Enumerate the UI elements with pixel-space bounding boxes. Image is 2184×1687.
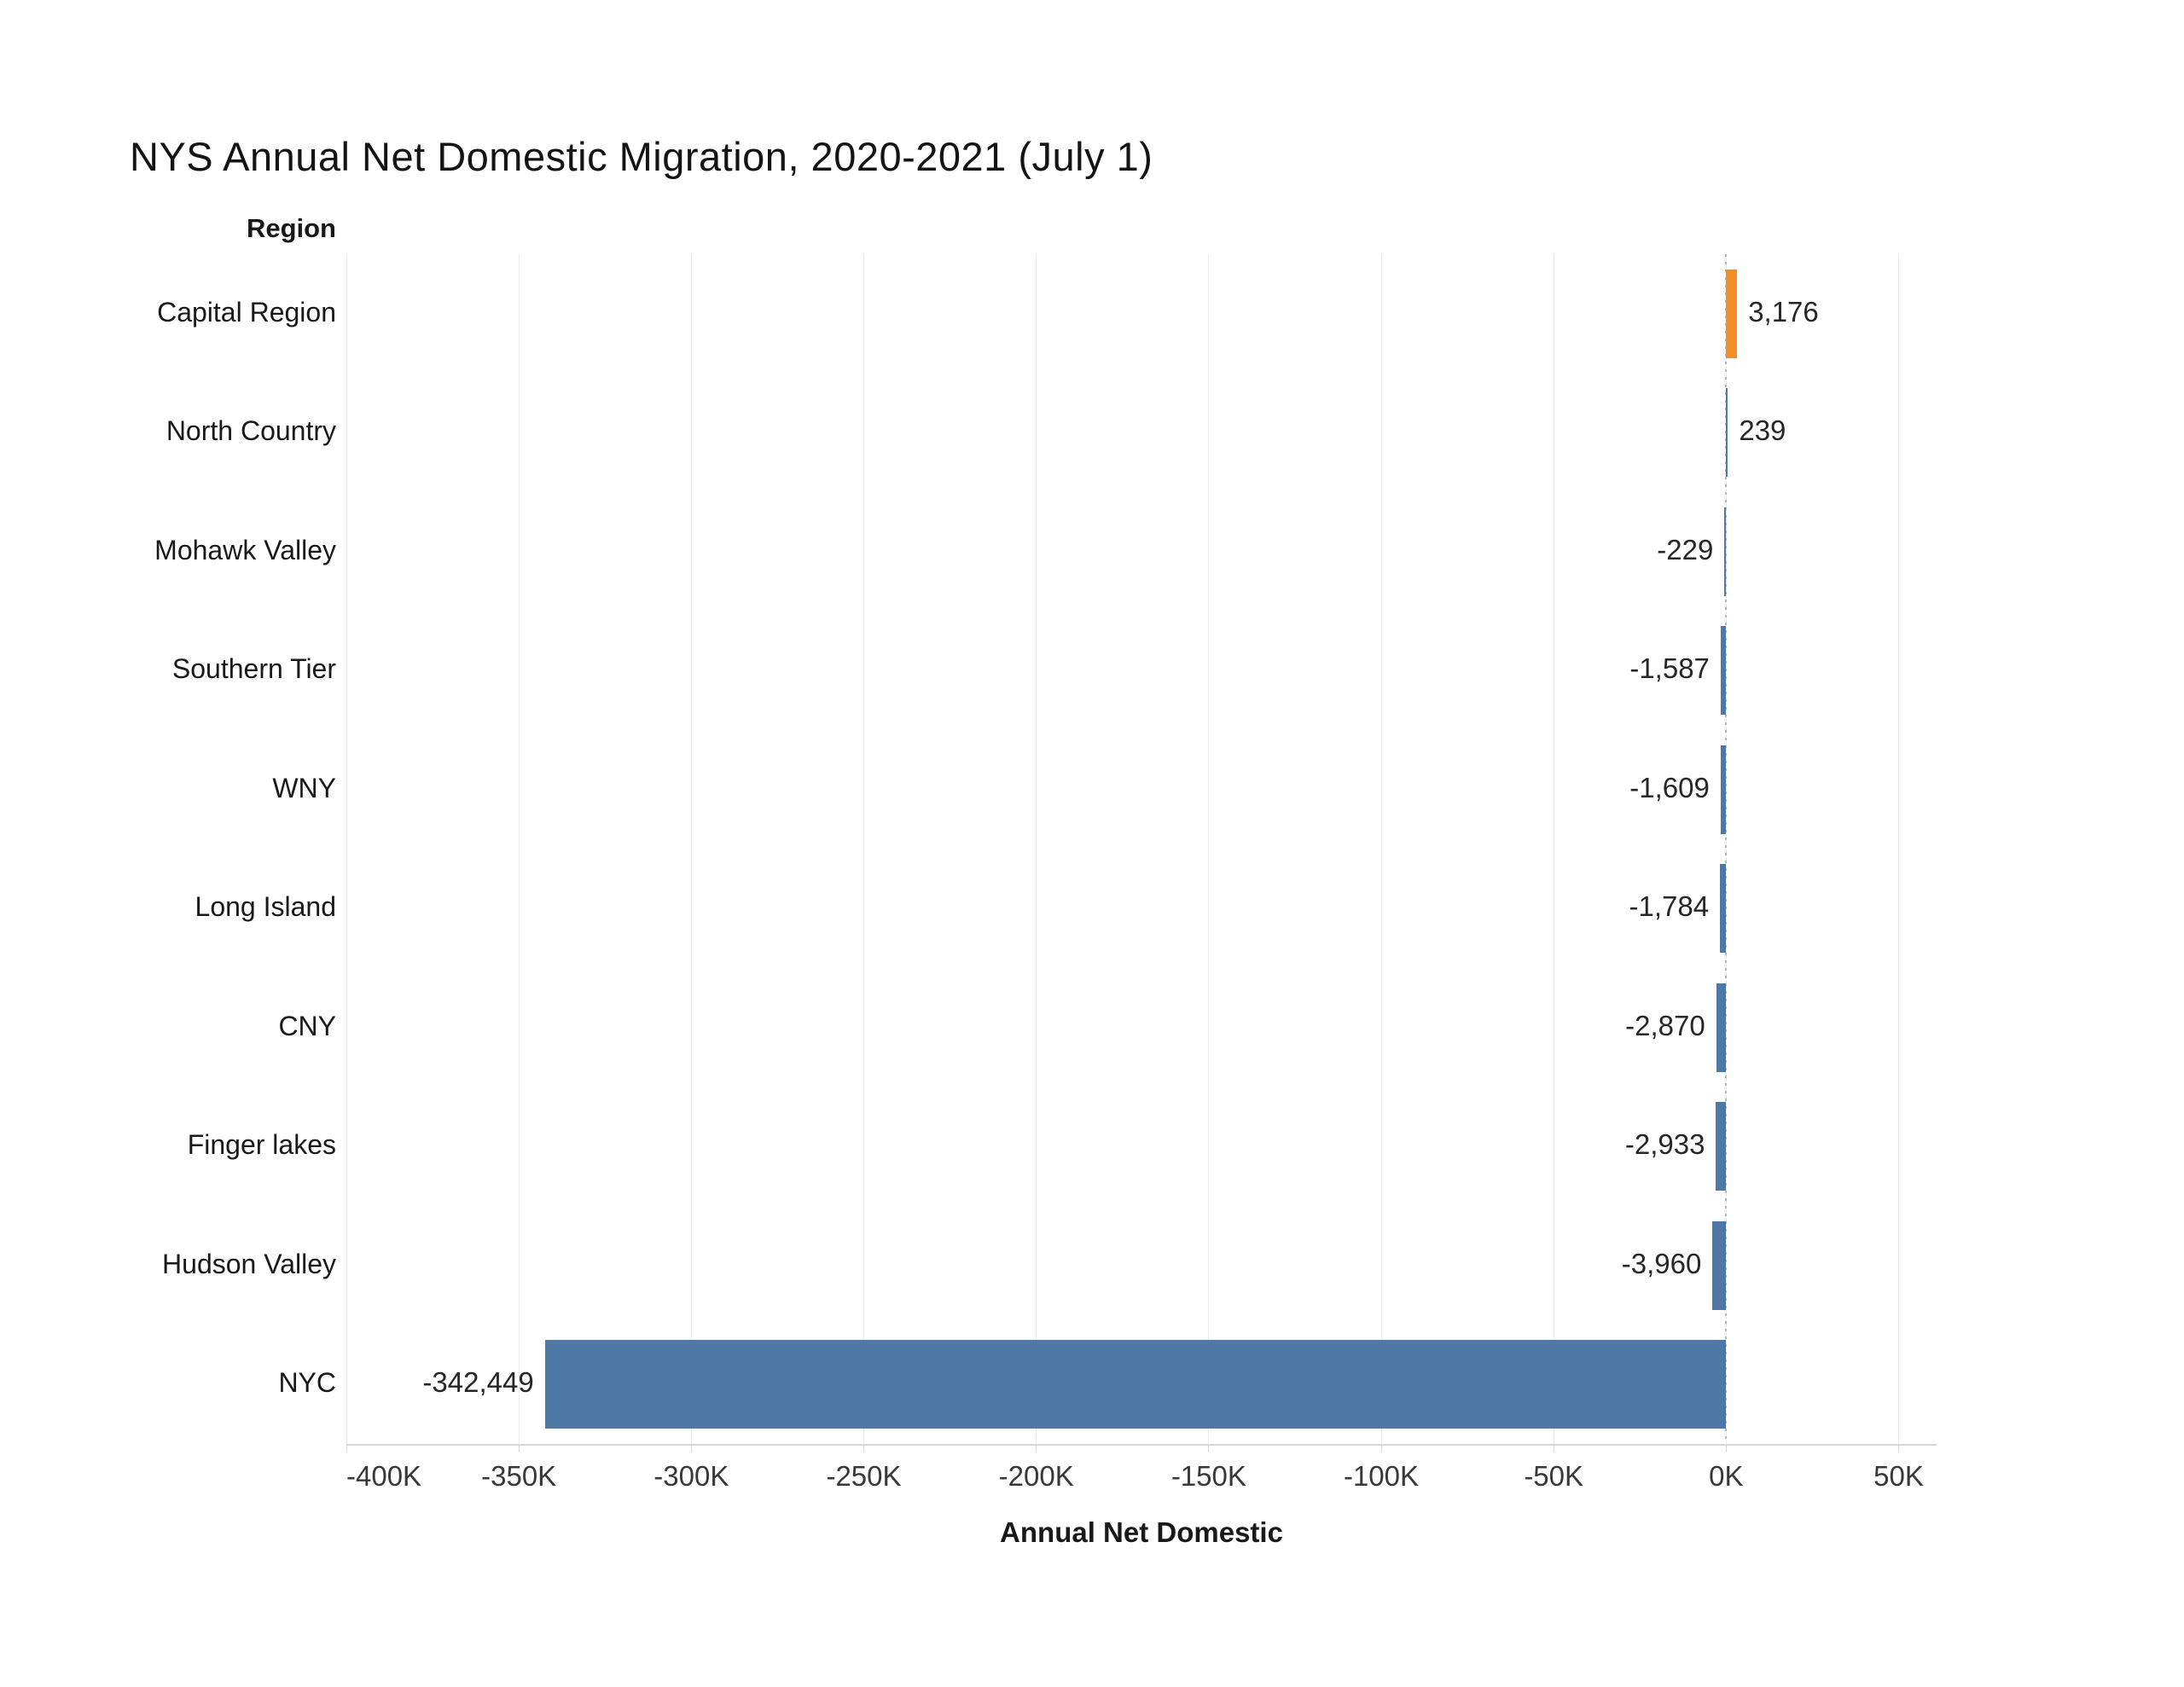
bar[interactable] bbox=[1720, 626, 1727, 716]
x-tick-label: -100K bbox=[1343, 1460, 1420, 1492]
region-label: WNY bbox=[272, 772, 336, 803]
x-tickmark bbox=[863, 1446, 864, 1452]
bar[interactable] bbox=[1716, 1102, 1727, 1191]
region-label: North Country bbox=[166, 415, 336, 447]
x-gridline bbox=[346, 254, 347, 1444]
bar[interactable] bbox=[1720, 864, 1727, 954]
x-tick-label: 50K bbox=[1873, 1460, 1924, 1492]
x-tickmark bbox=[1036, 1446, 1037, 1452]
value-label: 239 bbox=[1739, 415, 1786, 447]
region-label: Long Island bbox=[195, 891, 336, 923]
x-tick-label: -50K bbox=[1524, 1460, 1584, 1492]
region-label: Capital Region bbox=[157, 296, 336, 328]
bar[interactable] bbox=[1720, 745, 1727, 834]
x-gridline bbox=[690, 254, 692, 1444]
region-label: Hudson Valley bbox=[162, 1248, 336, 1279]
x-tickmark bbox=[346, 1446, 347, 1452]
value-label: 3,176 bbox=[1748, 295, 1819, 328]
bar[interactable] bbox=[544, 1340, 1727, 1429]
x-gridline bbox=[1208, 254, 1210, 1444]
x-tickmark bbox=[518, 1446, 520, 1452]
x-tick-label: -400K bbox=[346, 1460, 422, 1492]
value-label: -1,784 bbox=[1629, 890, 1710, 923]
region-label: Mohawk Valley bbox=[154, 534, 336, 565]
x-axis-title: Annual Net Domestic bbox=[1000, 1516, 1283, 1548]
x-tickmark bbox=[1898, 1446, 1900, 1452]
x-tick-label: 0K bbox=[1709, 1460, 1744, 1492]
x-tickmark bbox=[690, 1446, 692, 1452]
region-label: Southern Tier bbox=[171, 653, 336, 685]
y-axis-title: Region bbox=[246, 213, 336, 243]
value-label: -1,609 bbox=[1629, 771, 1710, 803]
plot-area bbox=[346, 254, 1937, 1452]
x-tickmark bbox=[1208, 1446, 1210, 1452]
bar[interactable] bbox=[1726, 388, 1728, 478]
x-gridline bbox=[1036, 254, 1037, 1444]
x-tick-label: -350K bbox=[481, 1460, 557, 1492]
zero-line bbox=[1725, 254, 1728, 1444]
x-tick-label: -250K bbox=[826, 1460, 902, 1492]
region-label: NYC bbox=[278, 1367, 336, 1399]
x-tickmark bbox=[1380, 1446, 1382, 1452]
value-label: -2,933 bbox=[1624, 1128, 1705, 1161]
value-label: -3,960 bbox=[1621, 1247, 1702, 1279]
x-tick-label: -300K bbox=[653, 1460, 729, 1492]
x-tickmark bbox=[1725, 1446, 1727, 1452]
bar[interactable] bbox=[1712, 1220, 1727, 1310]
x-gridline bbox=[518, 254, 520, 1444]
x-gridline bbox=[1898, 254, 1900, 1444]
x-gridline bbox=[863, 254, 864, 1444]
value-label: -342,449 bbox=[422, 1366, 534, 1399]
chart-title: NYS Annual Net Domestic Migration, 2020-… bbox=[130, 134, 1153, 179]
region-label: CNY bbox=[278, 1010, 336, 1041]
value-label: -2,870 bbox=[1625, 1009, 1705, 1041]
value-label: -229 bbox=[1657, 533, 1714, 565]
value-label: -1,587 bbox=[1629, 652, 1710, 685]
bar[interactable] bbox=[1716, 983, 1727, 1072]
bar[interactable] bbox=[1724, 507, 1727, 596]
x-gridline bbox=[1380, 254, 1382, 1444]
region-label: Finger lakes bbox=[187, 1129, 336, 1161]
x-tick-label: -150K bbox=[1170, 1460, 1246, 1492]
x-tick-label: -200K bbox=[998, 1460, 1074, 1492]
bar[interactable] bbox=[1726, 269, 1738, 358]
